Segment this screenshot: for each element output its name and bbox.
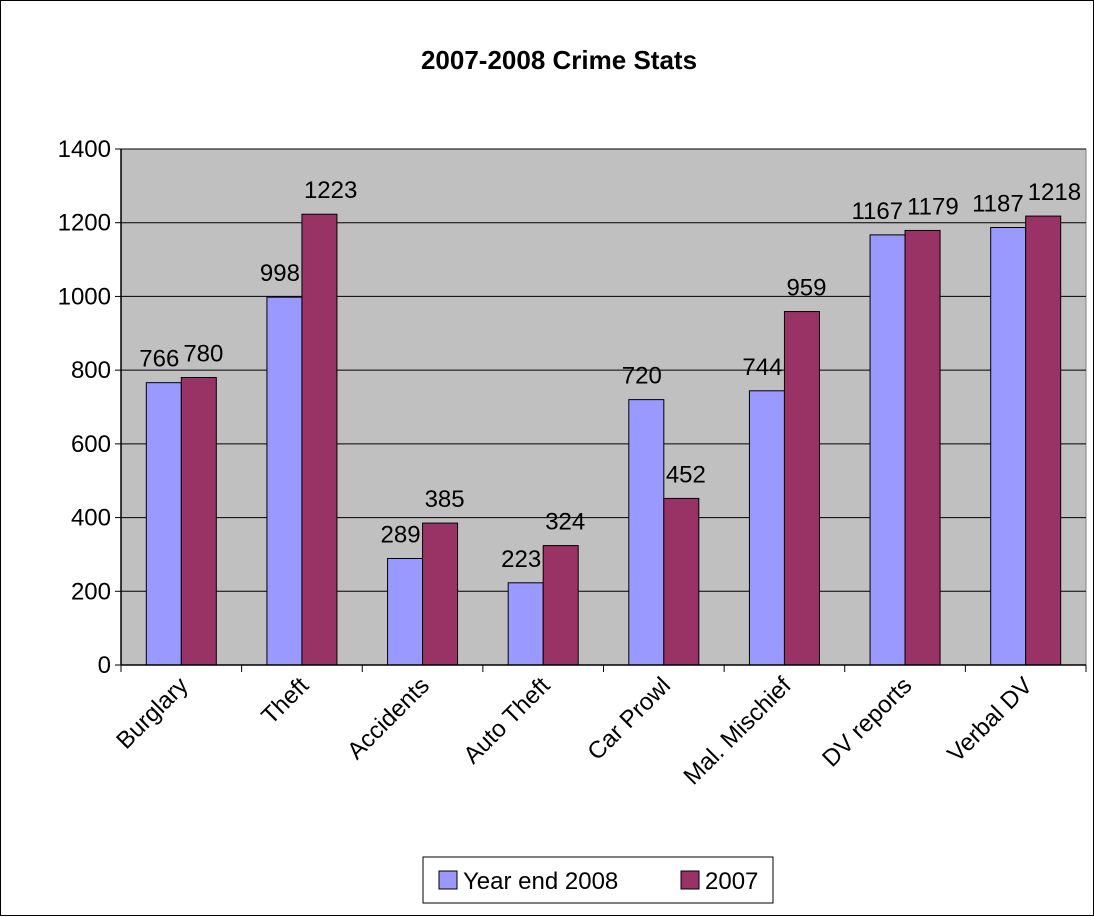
data-label: 998	[260, 260, 300, 287]
bar-year-end-2008	[628, 399, 665, 666]
bars	[145, 213, 1062, 666]
bar-2007	[783, 311, 820, 666]
legend-swatch-year-end-2008	[438, 870, 458, 890]
bar-2007	[180, 377, 217, 666]
bar-2007	[422, 522, 459, 666]
data-label: 385	[425, 486, 465, 513]
x-axis-categories: Burglary Theft Accidents Auto Theft Car Prow…	[111, 672, 1038, 790]
bar-year-end-2008	[990, 227, 1027, 666]
data-label: 289	[381, 521, 421, 548]
legend-swatch-2007	[680, 870, 700, 890]
y-tick-label: 0	[98, 652, 111, 679]
data-label: 1223	[304, 177, 357, 204]
data-label: 324	[545, 509, 585, 536]
bar-2007	[904, 229, 941, 666]
data-label: 1167	[851, 198, 903, 225]
x-category-label: Verbal DV	[942, 672, 1038, 768]
y-tick-label: 600	[71, 431, 111, 458]
x-category-label: Theft	[256, 672, 314, 730]
y-tick-label: 200	[71, 578, 111, 605]
bar-2007	[301, 213, 338, 666]
bar-2007	[663, 497, 700, 666]
legend-label-year-end-2008: Year end 2008	[463, 868, 618, 895]
y-tick-label: 400	[71, 505, 111, 532]
x-category-label: Auto Theft	[458, 672, 555, 769]
legend-box	[422, 856, 774, 904]
axes	[120, 149, 1087, 672]
bar-2007	[1025, 215, 1062, 666]
data-label: 452	[666, 461, 706, 488]
data-label: 780	[183, 341, 223, 368]
y-tick-label: 1400	[58, 136, 111, 163]
legend: Year end 2008 2007	[422, 856, 774, 904]
bar-year-end-2008	[507, 582, 544, 666]
y-tick-label: 800	[71, 357, 111, 384]
x-category-label: Mal. Mischief	[679, 672, 797, 790]
data-label: 720	[622, 363, 662, 390]
bar-year-end-2008	[266, 296, 303, 666]
x-category-label: Car Prowl	[582, 672, 676, 766]
x-category-label: DV reports	[817, 672, 917, 772]
legend-label-2007: 2007	[705, 868, 758, 895]
data-label: 1187	[972, 191, 1024, 218]
y-axis-ticks: 0 200 400 600 800 1000 1200 1400	[58, 136, 121, 679]
data-label: 1218	[1028, 179, 1081, 206]
x-category-label: Accidents	[342, 672, 435, 765]
bar-year-end-2008	[387, 557, 424, 666]
y-tick-label: 1000	[58, 283, 111, 310]
data-label: 744	[742, 354, 782, 381]
chart-title: 2007-2008 Crime Stats	[421, 45, 697, 75]
data-label: 959	[786, 275, 826, 302]
data-label: 1179	[907, 193, 959, 220]
bar-year-end-2008	[145, 382, 182, 666]
bar-2007	[542, 545, 579, 666]
data-label: 766	[139, 346, 179, 373]
plot-area	[120, 148, 1087, 666]
bar-year-end-2008	[869, 234, 906, 666]
bar-year-end-2008	[748, 390, 785, 666]
y-tick-label: 1200	[58, 210, 111, 237]
data-label: 223	[501, 546, 541, 573]
x-category-label: Burglary	[111, 672, 193, 754]
